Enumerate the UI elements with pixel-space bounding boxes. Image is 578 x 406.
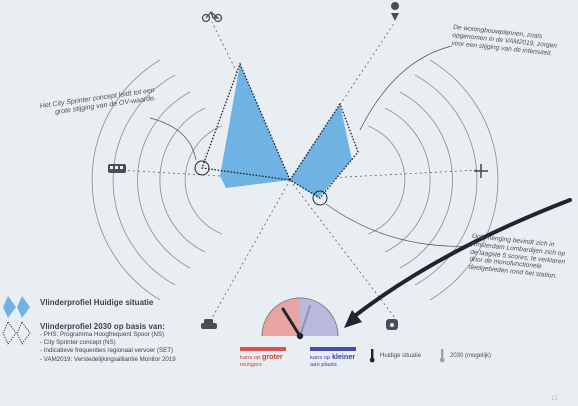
right-rings [367,59,499,301]
legend-source-item: - Indicatieve frequenties regionaal verv… [40,347,174,355]
legend-source-item: - City Sprinter concept (NS) [40,339,116,347]
pointer-topright [359,45,453,131]
big-arrow [350,198,572,320]
plus-arrows-icon [474,164,488,178]
legend-current-swatch [3,296,30,318]
pointer-left [149,117,197,161]
train-icon [386,319,398,330]
axis-marker-left [194,160,210,176]
gauge-right-label: kans op kleiner aan plaats [310,352,356,369]
legend-source-item: - VAM2019: Verstedelijkingsalliantie Mon… [40,355,176,363]
legend-thermo-current: Huidige situatie [380,353,422,359]
axis-marker-right [312,190,328,206]
location-pin-icon [391,2,400,21]
gauge-right-suffix: aan plaats [310,361,337,368]
left-rings [91,59,223,301]
pointer-right [325,203,473,247]
page-number: 11 [550,395,558,402]
current-profile [220,64,352,198]
gauge-left-strong: groter [261,352,283,361]
legend-future-label: Vlinderprofiel 2030 op basis van: [40,322,165,331]
thermometer-current-icon [369,349,375,363]
gauge-left-label: kans op groter reizigers [240,352,283,369]
thermometer-future-icon [439,349,445,363]
legend-thermo-future: 2030 (mogelijk) [450,353,492,359]
gauge-right-strong: kleiner [331,352,356,361]
legend-current-label: Vlinderprofiel Huidige situatie [40,298,154,307]
gauge-red-bar [240,347,286,351]
bicycle-icon [201,11,223,23]
gauge-right-prefix: kans op [310,355,331,361]
future-profile [201,62,359,199]
gauge-left-suffix: reizigers [240,361,262,368]
big-arrow-head [344,310,362,328]
legend-current: Vlinderprofiel Huidige situatie [40,298,153,307]
legend-future-swatch [2,321,31,345]
car-icon [201,319,217,329]
legend-source-item: - PHS: Programma Hoogfrequent Spoor (NS) [40,331,165,338]
legend-future: Vlinderprofiel 2030 op basis van: - PHS:… [40,322,176,364]
bus-icon [108,164,126,173]
gauge [261,297,339,340]
gauge-blue-bar [310,347,356,351]
gauge-left-prefix: kans op [240,355,261,361]
